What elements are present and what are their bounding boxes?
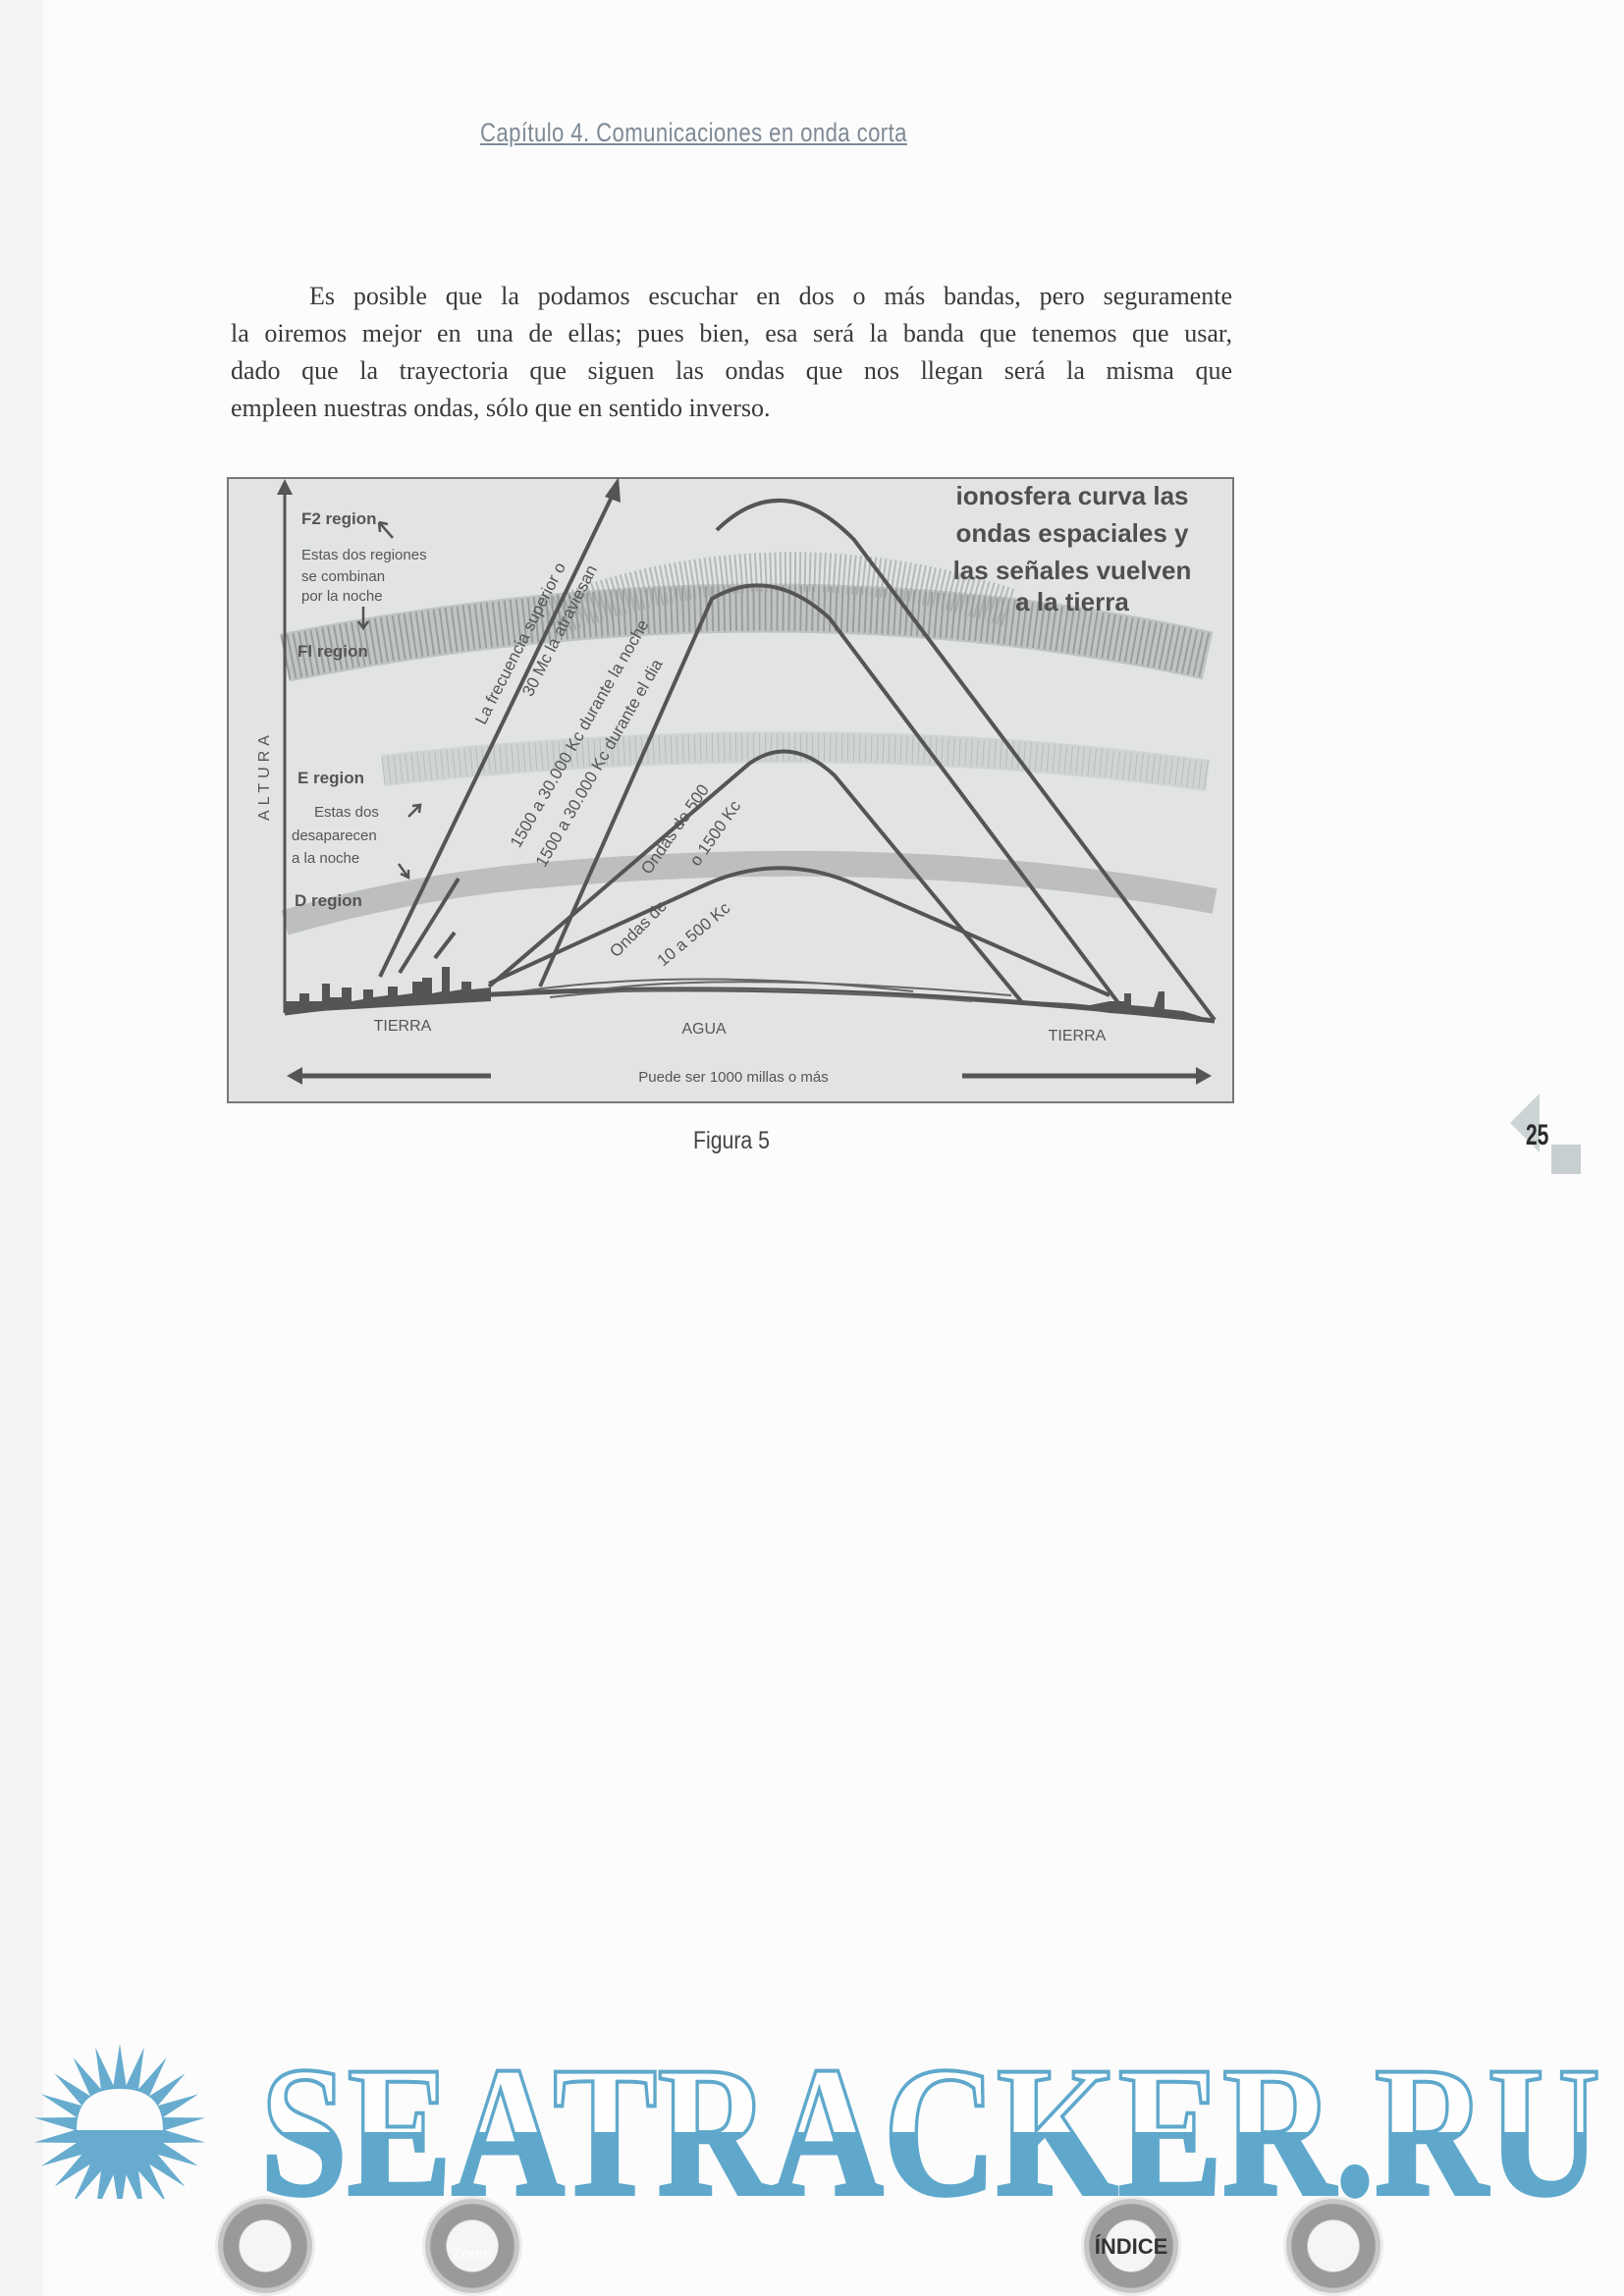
page-margin [0, 0, 43, 2296]
d-band [281, 850, 1218, 935]
paragraph-line: la oiremos mejor en una de ellas; pues b… [231, 319, 1232, 347]
arrow-right-icon [1196, 1067, 1212, 1085]
f2-region-label: F2 region [301, 509, 377, 528]
ground-label-middle: AGUA [681, 1021, 727, 1038]
index-label: ÍNDICE [1094, 2234, 1168, 2259]
zoom-label: Zoom [452, 2246, 493, 2263]
note-arrows [356, 520, 422, 881]
chapter-title: Capítulo 4. Comunicaciones en onda corta [480, 118, 907, 147]
city-skyline-left [285, 967, 491, 1013]
axis-arrow-icon [277, 479, 293, 495]
page-square-decoration [1551, 1145, 1581, 1174]
e-note-line: desaparecen [292, 828, 377, 844]
f2-note-line: Estas dos regiones [301, 547, 427, 563]
index-button[interactable]: ÍNDICE [1084, 2199, 1178, 2293]
wave-night-arc [538, 583, 1124, 1010]
zoom-button[interactable]: Zoom [425, 2199, 519, 2293]
figure-title-line: las señales vuelven [953, 556, 1192, 585]
figure-title-line: ionosfera curva las [956, 481, 1189, 510]
figure-title-line: ondas espaciales y [955, 518, 1189, 548]
figure-title-line: a la tierra [1015, 587, 1129, 616]
paragraph-line: Es posible que la podamos escuchar en do… [309, 282, 1232, 310]
body-paragraph: Es posible que la podamos escuchar en do… [231, 278, 1232, 427]
wave-high-arc [715, 499, 1217, 1022]
e-note-line: Estas dos [314, 804, 379, 821]
wave-long-arc [488, 866, 1110, 997]
f2-note-line: se combinan [301, 568, 385, 585]
e-region-label: E region [298, 769, 364, 787]
arrow-left-icon [287, 1067, 302, 1085]
page-number: 25 [1526, 1119, 1549, 1151]
distance-arrows [287, 1067, 1212, 1085]
f1-region-label: Fl region [298, 642, 368, 661]
ground-label-right: TIERRA [1049, 1028, 1107, 1044]
next-page-button[interactable] [1286, 2199, 1380, 2293]
sun-logo-dome [77, 2089, 163, 2130]
altura-axis-label: ALTURA [256, 730, 273, 821]
page-number-badge: 25 [1483, 1080, 1600, 1188]
paragraph-line: empleen nuestras ondas, sólo que en sent… [231, 394, 771, 422]
watermark-text: SEATRACKER.RU [260, 2042, 1600, 2199]
water-lines [519, 978, 1012, 1002]
wave-paths [378, 492, 1217, 1022]
e-band [381, 731, 1211, 791]
escape-arrow-icon [605, 477, 621, 503]
e-note-line: a la noche [292, 850, 359, 867]
f1-f2-band [280, 552, 1214, 682]
ground-label-left: TIERRA [374, 1018, 432, 1035]
ionosphere-diagram: F2 region Fl region E region D region Es… [227, 477, 1234, 1103]
wave-escape-line [378, 492, 616, 978]
seatracker-watermark: SEATRACKER.RU [0, 2042, 1624, 2199]
f2-note-line: por la noche [301, 588, 383, 605]
wave-medium-arc [487, 749, 1023, 1003]
paragraph-line: dado que la trayectoria que siguen las o… [231, 356, 1232, 385]
page-back-triangle-icon [1510, 1094, 1540, 1152]
previous-page-button[interactable] [218, 2199, 312, 2293]
ionosphere-figure: F2 region Fl region E region D region Es… [226, 471, 1247, 1119]
d-region-label: D region [295, 891, 362, 910]
distance-label: Puede ser 1000 millas o más [638, 1069, 828, 1086]
figure-caption: Figura 5 [693, 1127, 770, 1154]
